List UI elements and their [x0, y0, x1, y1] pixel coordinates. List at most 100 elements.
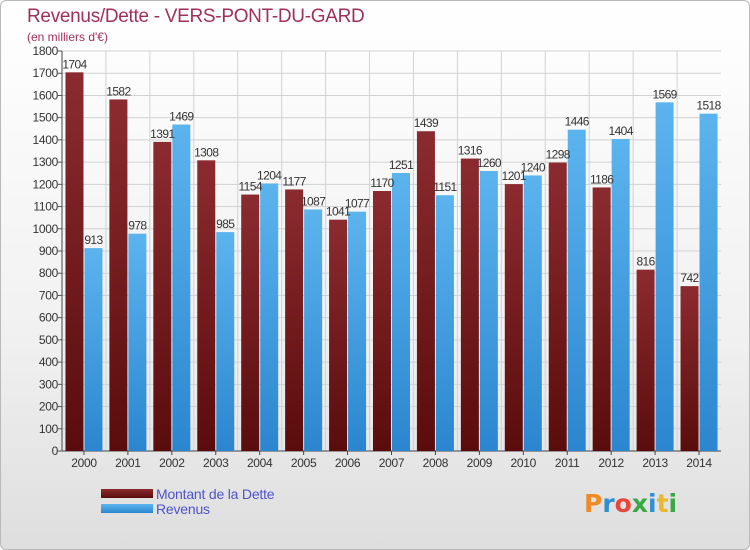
bar-dette-2010	[504, 184, 523, 451]
data-label-dette: 742	[680, 271, 699, 285]
y-tick-label: 500	[39, 333, 59, 347]
bar-revenus-2005	[304, 209, 323, 451]
data-label-dette: 1308	[194, 145, 219, 159]
data-label-dette: 1041	[326, 205, 351, 219]
x-tick-label: 2010	[511, 456, 537, 470]
data-label-revenus: 1569	[652, 87, 677, 101]
bar-layer	[65, 72, 718, 452]
bar-revenus-2000	[84, 248, 103, 451]
x-tick-label: 2012	[598, 456, 624, 470]
bar-dette-2014	[680, 286, 699, 451]
x-tick-label: 2013	[642, 456, 668, 470]
y-tick-label: 1400	[33, 133, 59, 147]
y-tick-label: 700	[39, 288, 59, 302]
data-label-dette: 1154	[238, 180, 262, 194]
y-tick-label: 1300	[33, 155, 59, 169]
bar-dette-2002	[153, 141, 172, 451]
legend-swatch-dette	[101, 489, 153, 498]
y-tick-label: 100	[39, 422, 59, 436]
data-label-dette: 1186	[590, 172, 614, 186]
y-tick-label: 1600	[33, 88, 59, 102]
x-tick-label: 2008	[423, 456, 449, 470]
x-tick-label: 2000	[71, 456, 97, 470]
x-tick-label: 2009	[467, 456, 493, 470]
y-tick-label: 0	[52, 444, 59, 458]
legend: Montant de la Dette Revenus	[101, 485, 275, 517]
bar-revenus-2002	[172, 124, 191, 452]
x-tick-label: 2005	[291, 456, 317, 470]
bar-revenus-2008	[435, 195, 454, 451]
bar-dette-2011	[548, 162, 567, 452]
bar-revenus-2006	[348, 211, 367, 451]
x-tick-label: 2004	[247, 456, 273, 470]
bar-dette-2013	[636, 269, 655, 451]
logo-letter: t	[656, 489, 669, 518]
legend-item-revenus: Revenus	[101, 500, 274, 517]
x-tick-label: 2014	[686, 456, 712, 470]
legend-swatch-revenus	[101, 504, 153, 513]
data-label-dette: 1704	[62, 57, 87, 71]
data-label-dette: 1316	[458, 144, 483, 158]
bar-revenus-2007	[392, 173, 410, 451]
legend-label-revenus: Revenus	[156, 500, 210, 517]
data-label-revenus: 1251	[389, 158, 414, 172]
data-label-dette: 816	[636, 255, 655, 269]
y-tick-label: 600	[39, 311, 59, 325]
data-label-dette: 1391	[150, 127, 175, 141]
data-label-revenus: 978	[128, 219, 147, 233]
data-label-revenus: 1204	[257, 168, 282, 182]
data-label-revenus: 1469	[169, 110, 194, 124]
data-label-revenus: 1404	[609, 124, 634, 138]
x-tick-label: 2006	[335, 456, 361, 470]
y-tick-label: 900	[39, 244, 59, 258]
data-label-dette: 1298	[546, 148, 571, 162]
x-tick-label: 2007	[379, 456, 405, 470]
data-label-revenus: 985	[216, 217, 235, 231]
data-label-dette: 1201	[502, 169, 527, 183]
bar-dette-2007	[373, 191, 391, 451]
y-tick-label: 1100	[33, 200, 58, 214]
bar-dette-2003	[197, 160, 216, 452]
x-tick-label: 2001	[115, 456, 141, 470]
data-label-revenus: 1077	[345, 197, 370, 211]
y-tick-label: 200	[39, 400, 59, 414]
chart-subtitle: (en milliers d'€)	[27, 30, 108, 44]
bar-revenus-2001	[128, 233, 147, 451]
y-tick-label: 1200	[33, 177, 59, 191]
logo-letter: P	[584, 489, 603, 518]
y-tick-label: 300	[39, 377, 59, 391]
chart-title: Revenus/Dette - VERS-PONT-DU-GARD	[27, 6, 365, 27]
bar-dette-2004	[241, 194, 260, 452]
data-label-revenus: 1151	[433, 180, 457, 194]
x-tick-label: 2003	[203, 456, 229, 470]
data-label-dette: 1439	[414, 116, 439, 130]
bar-revenus-2010	[523, 175, 542, 451]
bar-revenus-2012	[611, 139, 630, 451]
data-label-revenus: 1518	[696, 99, 721, 113]
y-tick-label: 400	[39, 355, 59, 369]
bar-dette-2006	[329, 219, 348, 451]
legend-label-dette: Montant de la Dette	[156, 485, 275, 502]
y-tick-label: 1500	[33, 111, 59, 125]
logo-letter: o	[614, 489, 632, 518]
proxiti-logo: Proxiti	[584, 489, 677, 518]
bar-dette-2001	[109, 99, 128, 451]
legend-item-dette: Montant de la Dette	[101, 485, 275, 502]
bar-dette-2012	[592, 187, 611, 451]
data-label-revenus: 1446	[565, 115, 590, 129]
data-label-revenus: 913	[84, 233, 103, 247]
data-label-dette: 1177	[282, 174, 306, 188]
data-label-revenus: 1240	[521, 160, 546, 174]
grid-layer	[62, 50, 721, 452]
logo-letter: i	[648, 489, 657, 518]
logo-letter: i	[668, 489, 678, 518]
data-label-dette: 1582	[106, 84, 131, 98]
y-tick-label: 800	[39, 266, 59, 280]
y-tick-label: 1800	[33, 44, 59, 58]
x-tick-label: 2011	[555, 456, 580, 470]
bar-revenus-2003	[216, 232, 235, 451]
bar-dette-2008	[416, 131, 435, 451]
data-label-revenus: 1087	[301, 194, 326, 208]
